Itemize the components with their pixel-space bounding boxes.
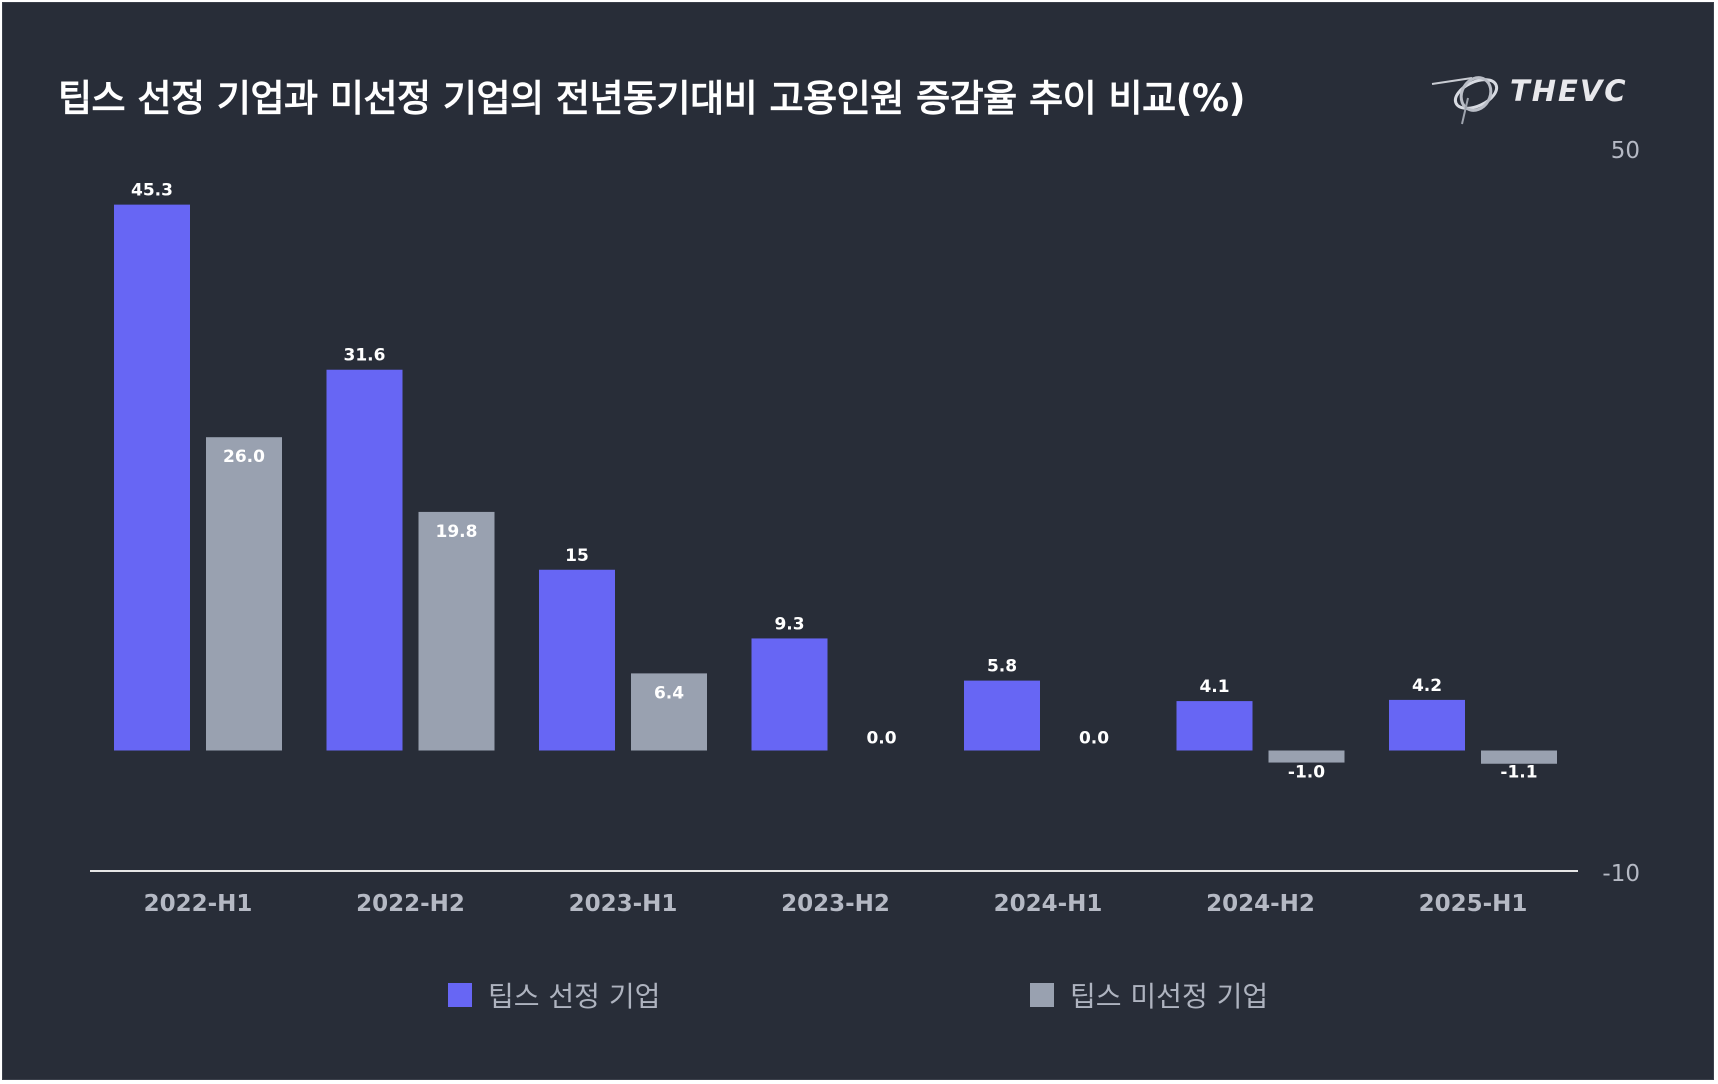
- logo: THEVC: [1428, 68, 1658, 128]
- data-label-unselected: 0.0: [1079, 729, 1109, 749]
- bar-unselected: [631, 673, 707, 751]
- data-label-unselected: 0.0: [866, 729, 896, 749]
- legend-item-unselected: 팁스 미선정 기업: [1030, 975, 1268, 1015]
- x-tick-label: 2023-H1: [569, 891, 678, 917]
- chart-title: 팁스 선정 기업과 미선정 기업의 전년동기대비 고용인원 증감율 추이 비교(…: [58, 77, 1246, 120]
- x-tick-label: 2024-H1: [994, 891, 1103, 917]
- data-label-unselected: -1.0: [1288, 763, 1325, 783]
- data-label-selected: 15: [565, 546, 589, 566]
- bar-selected: [1389, 699, 1465, 751]
- data-label-selected: 4.1: [1199, 677, 1229, 697]
- x-tick-label: 2025-H1: [1419, 891, 1528, 917]
- legend-swatch-unselected: [1030, 983, 1054, 1007]
- data-label-selected: 5.8: [987, 657, 1017, 677]
- bar-unselected: [206, 437, 282, 751]
- data-label-unselected: 26.0: [223, 447, 265, 467]
- bar-unselected: [1268, 750, 1345, 763]
- logo-text: THEVC: [1510, 74, 1628, 108]
- data-label-selected: 9.3: [774, 614, 804, 634]
- data-label-unselected: 19.8: [436, 522, 478, 542]
- orbit-logo-icon: [1431, 76, 1499, 125]
- legend-label-selected: 팁스 선정 기업: [488, 980, 661, 1013]
- bar-unselected: [418, 511, 495, 751]
- data-label-selected: 4.2: [1412, 676, 1442, 696]
- bar-selected: [539, 569, 615, 751]
- bar-selected: [1176, 701, 1253, 751]
- data-label-unselected: -1.1: [1500, 763, 1537, 783]
- legend-item-selected: 팁스 선정 기업: [448, 975, 660, 1015]
- bar-selected: [751, 638, 828, 751]
- bar-selected: [964, 680, 1040, 751]
- y-tick-label: 50: [1611, 138, 1640, 164]
- x-tick-label: 2024-H2: [1206, 891, 1315, 917]
- data-label-selected: 31.6: [344, 346, 386, 366]
- bar-unselected: [1481, 750, 1557, 764]
- legend-swatch-selected: [448, 983, 472, 1007]
- x-tick-label: 2022-H2: [356, 891, 465, 917]
- bar-selected: [326, 369, 403, 751]
- y-tick-label: -10: [1602, 861, 1640, 887]
- legend-label-unselected: 팁스 미선정 기업: [1070, 980, 1269, 1013]
- data-label-unselected: 6.4: [654, 683, 684, 703]
- x-tick-label: 2022-H1: [144, 891, 253, 917]
- x-tick-label: 2023-H2: [781, 891, 890, 917]
- data-label-selected: 45.3: [131, 181, 173, 201]
- bar-selected: [114, 204, 190, 751]
